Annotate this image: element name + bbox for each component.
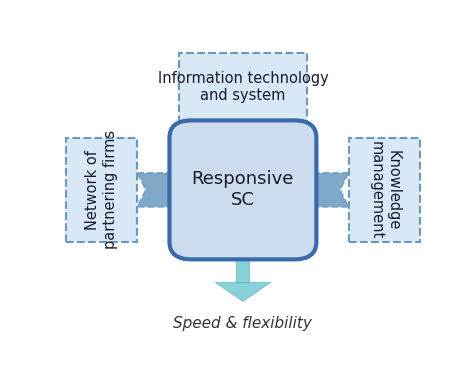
- Text: Network of
partnering firms: Network of partnering firms: [85, 130, 118, 249]
- Bar: [237, 242, 249, 282]
- Polygon shape: [294, 173, 348, 207]
- FancyBboxPatch shape: [348, 138, 420, 242]
- Text: Speed & flexibility: Speed & flexibility: [173, 316, 312, 331]
- Polygon shape: [137, 173, 191, 207]
- Polygon shape: [215, 282, 271, 301]
- FancyBboxPatch shape: [179, 53, 307, 121]
- FancyBboxPatch shape: [66, 138, 137, 242]
- Text: Responsive
SC: Responsive SC: [192, 170, 294, 209]
- Text: Knowledge
management: Knowledge management: [368, 141, 401, 239]
- FancyBboxPatch shape: [169, 120, 316, 259]
- Text: Information technology
and system: Information technology and system: [157, 71, 328, 103]
- Polygon shape: [217, 121, 269, 138]
